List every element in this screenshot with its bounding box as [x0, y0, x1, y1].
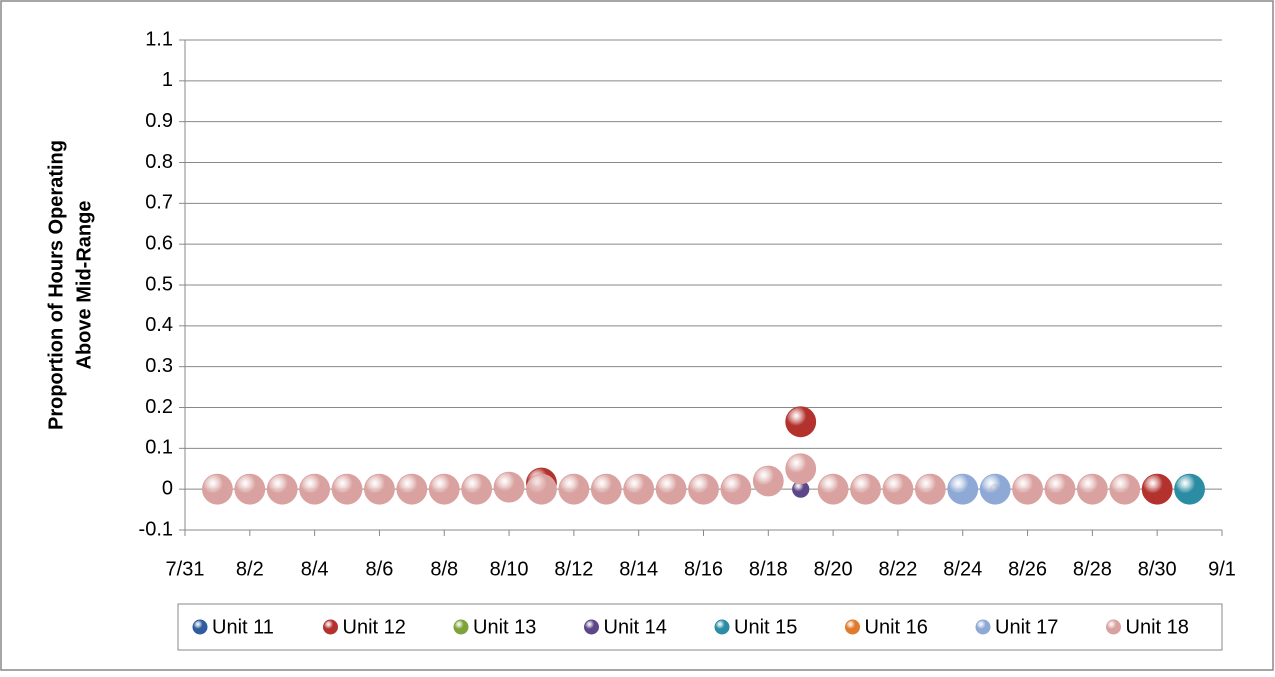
- bubble: [882, 473, 914, 505]
- x-tick-label: 8/8: [430, 558, 458, 580]
- bubble: [785, 453, 817, 485]
- bubble: [526, 473, 557, 505]
- y-tick-label: 0.8: [145, 151, 173, 173]
- bubble: [1141, 473, 1173, 505]
- bubble: [493, 471, 525, 503]
- legend-label: Unit 18: [1126, 616, 1189, 638]
- x-tick-label: 8/18: [749, 558, 788, 580]
- y-tick-label: 0: [162, 477, 173, 499]
- x-tick-label: 8/2: [236, 558, 264, 580]
- legend-label: Unit 17: [995, 616, 1058, 638]
- bubble: [752, 465, 784, 497]
- bubble: [947, 473, 979, 505]
- x-tick-label: 8/14: [619, 558, 658, 580]
- bubble: [396, 473, 428, 505]
- bubble: [720, 473, 752, 505]
- y-tick-label: -0.1: [139, 518, 173, 540]
- bubble: [299, 473, 331, 505]
- legend-label: Unit 16: [865, 616, 928, 638]
- x-tick-label: 8/30: [1138, 558, 1177, 580]
- bubble: [234, 473, 266, 505]
- y-tick-label: 0.3: [145, 355, 173, 377]
- legend-label: Unit 11: [212, 616, 274, 638]
- y-axis-title: Proportion of Hours Operating: [45, 140, 67, 430]
- x-tick-label: 8/20: [814, 558, 853, 580]
- bubble: [428, 473, 460, 505]
- bubble: [558, 473, 590, 505]
- legend-marker: [584, 619, 599, 635]
- bubble: [1012, 473, 1043, 505]
- legend-marker: [323, 619, 338, 635]
- y-tick-label: 0.2: [145, 396, 173, 418]
- x-tick-label: 8/24: [943, 558, 982, 580]
- bubble: [331, 473, 363, 505]
- x-tick-label: 8/28: [1073, 558, 1112, 580]
- bubble: [688, 473, 719, 505]
- y-axis-title: Above Mid-Range: [73, 201, 95, 370]
- x-tick-label: 8/10: [490, 558, 529, 580]
- bubble: [266, 473, 298, 505]
- legend-marker: [1106, 619, 1121, 635]
- legend-label: Unit 15: [734, 616, 797, 638]
- bubble: [817, 473, 849, 505]
- legend-label: Unit 13: [473, 616, 536, 638]
- x-tick-label: 8/22: [878, 558, 917, 580]
- y-tick-label: 0.4: [145, 314, 173, 336]
- bubble: [623, 473, 655, 505]
- legend-box: [177, 603, 1223, 651]
- bubble: [590, 473, 622, 505]
- legend-label: Unit 12: [343, 616, 406, 638]
- y-tick-label: 0.9: [145, 110, 173, 132]
- bubble: [1109, 473, 1141, 505]
- bubble: [850, 473, 881, 505]
- bubble: [1044, 473, 1076, 505]
- x-tick-label: 8/6: [366, 558, 394, 580]
- legend-label: Unit 14: [604, 616, 667, 638]
- legend-marker: [714, 619, 730, 635]
- x-tick-label: 8/16: [684, 558, 723, 580]
- y-tick-label: 0.5: [145, 273, 173, 295]
- legend-marker: [453, 619, 469, 635]
- bubble: [461, 473, 493, 505]
- y-tick-label: 0.6: [145, 232, 173, 254]
- legend-marker: [845, 619, 860, 635]
- bubble: [1076, 473, 1108, 505]
- x-tick-label: 9/1: [1208, 558, 1236, 580]
- bubble: [202, 473, 233, 505]
- legend-marker: [975, 619, 991, 635]
- x-tick-label: 8/4: [301, 558, 329, 580]
- bubble: [979, 473, 1011, 505]
- y-tick-label: 1: [162, 69, 173, 91]
- bubble: [785, 406, 817, 438]
- y-tick-label: 1.1: [145, 28, 173, 50]
- bubble: [914, 473, 946, 505]
- x-tick-label: 8/12: [554, 558, 593, 580]
- bubble: [655, 473, 687, 505]
- x-tick-label: 8/26: [1008, 558, 1047, 580]
- y-tick-label: 0.1: [145, 437, 173, 459]
- bubble: [1174, 473, 1205, 505]
- x-tick-label: 7/31: [166, 558, 205, 580]
- legend-marker: [192, 619, 208, 635]
- bubble: [364, 473, 395, 505]
- y-tick-label: 0.7: [145, 192, 173, 214]
